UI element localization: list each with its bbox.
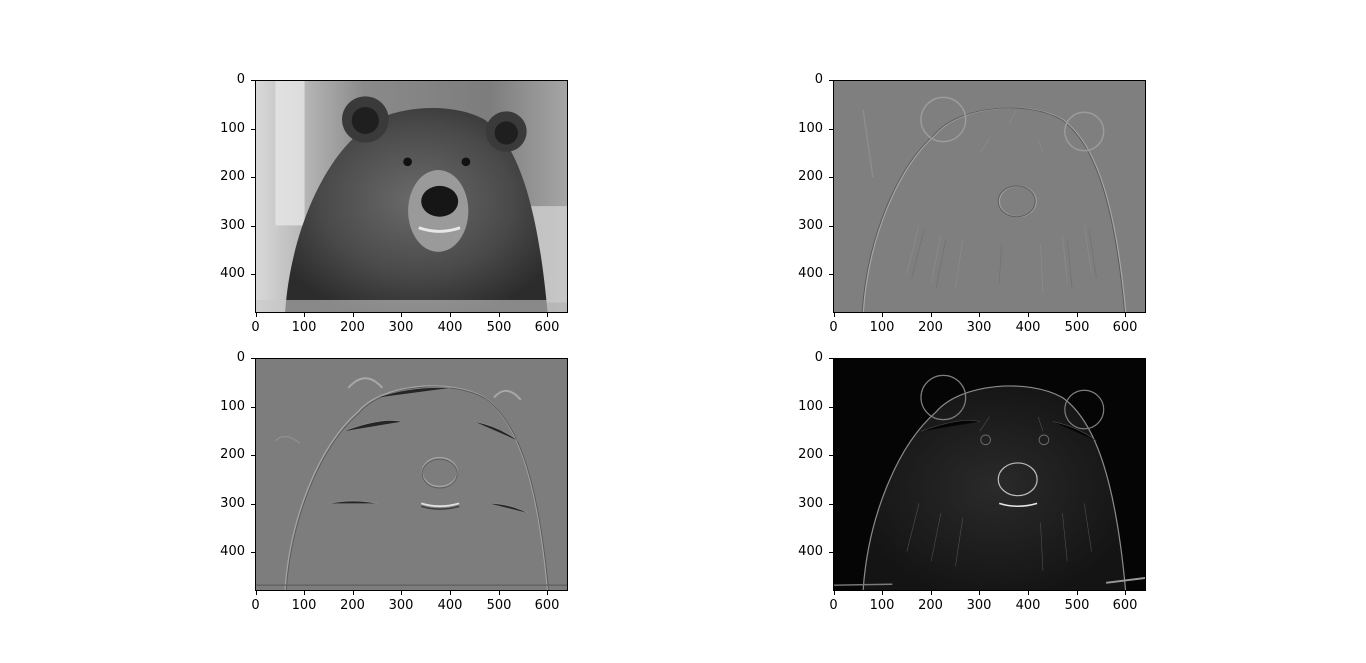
x-tick-label: 600 (1112, 598, 1138, 613)
x-tick-label: 400 (1015, 320, 1041, 335)
x-tick-label: 200 (340, 598, 365, 613)
panel-original: 0 100 200 300 400 0 100 200 300 400 500 … (220, 72, 568, 335)
bear-gradient-y-image (256, 359, 567, 590)
x-tick-label: 0 (251, 320, 260, 335)
x-tick-label: 500 (486, 598, 512, 613)
y-tick-label: 400 (798, 544, 823, 559)
x-tick-label: 400 (437, 320, 463, 335)
bear-grayscale-image (256, 81, 567, 312)
x-tick-label: 500 (486, 320, 512, 335)
x-tick-label: 500 (1064, 320, 1090, 335)
y-tick-label: 200 (798, 447, 823, 462)
x-tick-label: 0 (251, 598, 260, 613)
x-tick-label: 500 (1064, 598, 1090, 613)
panel-magnitude: 0 100 200 300 400 0 100 200 300 400 500 … (798, 350, 1146, 613)
y-tick-label: 300 (798, 495, 823, 511)
y-tick-label: 100 (220, 398, 245, 414)
x-tick-label: 400 (1015, 598, 1041, 613)
y-tick-label: 0 (814, 72, 823, 87)
y-tick-label: 100 (798, 398, 823, 414)
y-tick-label: 0 (814, 350, 823, 365)
y-tick-label: 200 (220, 169, 245, 184)
panel-sobel-x: 0 100 200 300 400 0 100 200 300 400 500 … (798, 72, 1146, 335)
bear-gradient-x-image (834, 81, 1145, 312)
y-tick-label: 300 (798, 217, 823, 233)
x-tick-label: 600 (1112, 320, 1138, 335)
image-frame (255, 80, 568, 313)
x-tick-label: 600 (534, 598, 560, 613)
x-tick-label: 100 (291, 598, 317, 613)
y-tick-label: 100 (220, 120, 245, 136)
x-tick-label: 200 (918, 598, 943, 613)
y-tick-label: 300 (220, 217, 245, 233)
image-frame (255, 358, 568, 591)
x-tick-label: 0 (829, 320, 838, 335)
bear-gradient-magnitude-image (834, 359, 1145, 590)
x-tick-label: 300 (966, 320, 992, 335)
y-tick-label: 0 (236, 72, 245, 87)
x-tick-label: 100 (869, 320, 895, 335)
y-tick-label: 100 (798, 120, 823, 136)
y-tick-label: 300 (220, 495, 245, 511)
y-tick-label: 400 (220, 544, 245, 559)
panel-sobel-y: 0 100 200 300 400 0 100 200 300 400 500 … (220, 350, 568, 613)
x-tick-label: 100 (869, 598, 895, 613)
x-tick-label: 600 (534, 320, 560, 335)
y-tick-label: 400 (220, 266, 245, 281)
image-frame (833, 80, 1146, 313)
image-frame (833, 358, 1146, 591)
y-tick-label: 200 (220, 447, 245, 462)
x-tick-label: 300 (388, 598, 414, 613)
x-tick-label: 400 (437, 598, 463, 613)
x-tick-label: 200 (340, 320, 365, 335)
y-tick-label: 200 (798, 169, 823, 184)
x-tick-label: 200 (918, 320, 943, 335)
y-tick-label: 400 (798, 266, 823, 281)
x-tick-label: 300 (388, 320, 414, 335)
x-tick-label: 100 (291, 320, 317, 335)
y-tick-label: 0 (236, 350, 245, 365)
x-tick-label: 0 (829, 598, 838, 613)
x-tick-label: 300 (966, 598, 992, 613)
